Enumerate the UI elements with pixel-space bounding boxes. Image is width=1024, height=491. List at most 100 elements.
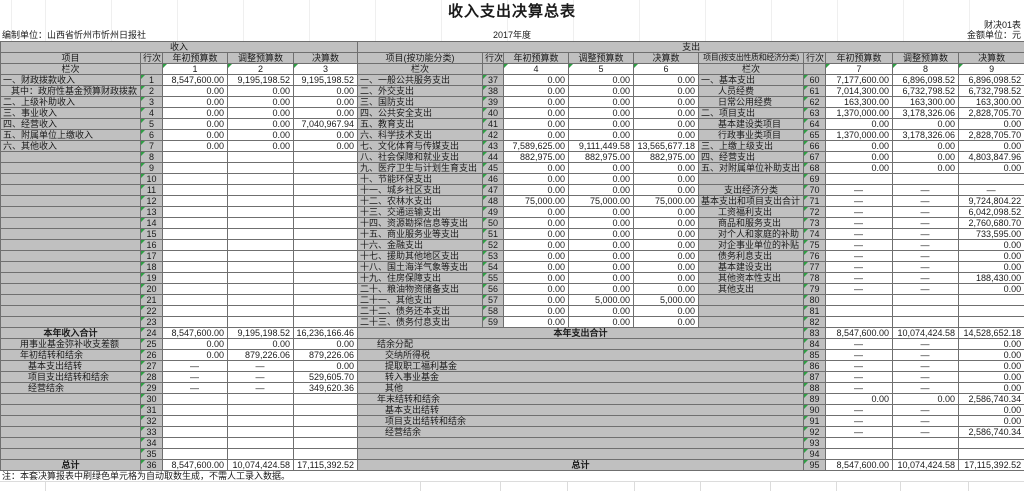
column-header[interactable]: 年初预算数 — [825, 52, 894, 64]
income-value-cell[interactable] — [162, 316, 228, 328]
income-value-cell[interactable] — [162, 250, 228, 262]
econ-line-cell[interactable]: 89 — [803, 393, 827, 405]
lanci-header[interactable]: 栏次 — [0, 63, 141, 75]
econ-value-cell[interactable]: 0.00 — [958, 338, 1024, 350]
econ-value-cell[interactable] — [958, 305, 1024, 317]
income-value-cell[interactable] — [227, 415, 294, 427]
econ-item-cell[interactable]: 一、基本支出 — [698, 74, 805, 86]
income-value-cell[interactable]: 0.00 — [227, 96, 294, 108]
income-value-cell[interactable]: 0.00 — [292, 85, 359, 97]
econ-value-cell[interactable]: 0.00 — [958, 415, 1024, 427]
income-item-cell[interactable] — [0, 162, 141, 174]
econ-value-cell[interactable]: 0.00 — [958, 404, 1024, 416]
econ-value-cell[interactable]: 2,828,705.70 — [958, 107, 1024, 119]
econ-line-cell[interactable]: 65 — [803, 129, 827, 141]
income-value-cell[interactable] — [162, 393, 228, 405]
econ-item-cell[interactable] — [698, 305, 805, 317]
econ-value-cell[interactable]: 10,074,424.58 — [892, 459, 960, 471]
func-value-cell[interactable]: 0.00 — [503, 206, 570, 218]
func-value-cell[interactable]: 0.00 — [503, 129, 570, 141]
econ-value-cell[interactable]: 163,300.00 — [892, 96, 960, 108]
econ-value-cell[interactable]: 6,732,798.52 — [892, 85, 960, 97]
econ-line-cell[interactable]: 81 — [803, 305, 827, 317]
func-line-cell[interactable]: 45 — [482, 162, 505, 174]
econ-item-cell[interactable]: 对企事业单位的补贴 — [698, 239, 805, 251]
func-value-cell[interactable]: 0.00 — [633, 162, 700, 174]
func-value-cell[interactable]: 0.00 — [633, 206, 700, 218]
merged-expense-label-cell[interactable]: 本年支出合计 — [357, 327, 805, 339]
income-value-cell[interactable] — [227, 206, 294, 218]
income-value-cell[interactable] — [162, 426, 228, 438]
income-value-cell[interactable] — [162, 173, 228, 185]
income-line-cell[interactable]: 31 — [140, 404, 163, 416]
income-value-cell[interactable] — [292, 206, 359, 218]
income-line-cell[interactable]: 34 — [140, 437, 163, 449]
func-value-cell[interactable]: 9,111,449.58 — [568, 140, 635, 152]
econ-value-cell[interactable]: 0.00 — [958, 250, 1024, 262]
lanci-blank-cell[interactable] — [482, 63, 505, 75]
income-value-cell[interactable] — [227, 294, 294, 306]
econ-value-cell[interactable]: 7,014,300.00 — [825, 85, 894, 97]
econ-value-cell[interactable]: 0.00 — [825, 162, 894, 174]
income-line-cell[interactable]: 29 — [140, 382, 163, 394]
income-value-cell[interactable] — [162, 228, 228, 240]
econ-value-cell[interactable]: — — [892, 426, 960, 438]
econ-value-cell[interactable] — [892, 316, 960, 328]
econ-value-cell[interactable]: 2,760,680.70 — [958, 217, 1024, 229]
func-item-cell[interactable]: 二、外交支出 — [357, 85, 484, 97]
econ-value-cell[interactable]: 0.00 — [958, 349, 1024, 361]
income-value-cell[interactable]: 8,547,600.00 — [162, 459, 228, 471]
income-value-cell[interactable] — [227, 305, 294, 317]
func-line-cell[interactable]: 55 — [482, 272, 505, 284]
econ-value-cell[interactable]: — — [892, 184, 960, 196]
income-value-cell[interactable]: 0.00 — [162, 129, 228, 141]
income-value-cell[interactable] — [292, 426, 359, 438]
econ-item-cell[interactable]: 基本建设支出 — [698, 261, 805, 273]
column-header[interactable]: 行次 — [140, 52, 163, 64]
income-item-cell[interactable] — [0, 294, 141, 306]
econ-line-cell[interactable]: 70 — [803, 184, 827, 196]
func-value-cell[interactable]: 13,565,677.18 — [633, 140, 700, 152]
econ-item-cell[interactable]: 对个人和家庭的补助 — [698, 228, 805, 240]
econ-value-cell[interactable] — [892, 448, 960, 460]
column-number-cell[interactable]: 9 — [958, 63, 1024, 75]
lanci-header[interactable]: 栏次 — [698, 63, 805, 75]
income-value-cell[interactable]: — — [162, 382, 228, 394]
econ-line-cell[interactable]: 90 — [803, 404, 827, 416]
income-line-cell[interactable]: 25 — [140, 338, 163, 350]
income-value-cell[interactable] — [292, 250, 359, 262]
econ-value-cell[interactable] — [892, 294, 960, 306]
func-item-cell[interactable]: 九、医疗卫生与计划生育支出 — [357, 162, 484, 174]
econ-value-cell[interactable]: — — [825, 404, 894, 416]
income-item-cell[interactable] — [0, 415, 141, 427]
econ-line-cell[interactable]: 71 — [803, 195, 827, 207]
econ-item-cell[interactable]: 人员经费 — [698, 85, 805, 97]
func-value-cell[interactable]: 0.00 — [503, 228, 570, 240]
func-item-cell[interactable]: 七、文化体育与传媒支出 — [357, 140, 484, 152]
income-value-cell[interactable] — [162, 404, 228, 416]
income-value-cell[interactable] — [292, 162, 359, 174]
income-line-cell[interactable]: 33 — [140, 426, 163, 438]
income-value-cell[interactable]: 0.00 — [162, 349, 228, 361]
econ-item-cell[interactable]: 四、经营支出 — [698, 151, 805, 163]
income-value-cell[interactable] — [227, 239, 294, 251]
econ-line-cell[interactable]: 84 — [803, 338, 827, 350]
econ-line-cell[interactable]: 72 — [803, 206, 827, 218]
income-item-cell[interactable] — [0, 261, 141, 273]
econ-item-cell[interactable]: 其他支出 — [698, 283, 805, 295]
econ-line-cell[interactable]: 68 — [803, 162, 827, 174]
func-value-cell[interactable]: 0.00 — [633, 184, 700, 196]
merged-expense-label-cell[interactable]: 年末结转和结余 — [357, 393, 805, 405]
func-item-cell[interactable]: 十五、商业服务业等支出 — [357, 228, 484, 240]
econ-item-cell[interactable] — [698, 294, 805, 306]
func-value-cell[interactable]: 0.00 — [633, 173, 700, 185]
econ-value-cell[interactable]: — — [892, 360, 960, 372]
income-value-cell[interactable] — [162, 261, 228, 273]
income-value-cell[interactable]: 7,040,967.94 — [292, 118, 359, 130]
econ-value-cell[interactable]: — — [892, 228, 960, 240]
econ-value-cell[interactable]: — — [892, 272, 960, 284]
econ-value-cell[interactable]: 188,430.00 — [958, 272, 1024, 284]
func-value-cell[interactable]: 0.00 — [503, 217, 570, 229]
income-value-cell[interactable]: 0.00 — [227, 129, 294, 141]
econ-item-cell[interactable]: 工资福利支出 — [698, 206, 805, 218]
